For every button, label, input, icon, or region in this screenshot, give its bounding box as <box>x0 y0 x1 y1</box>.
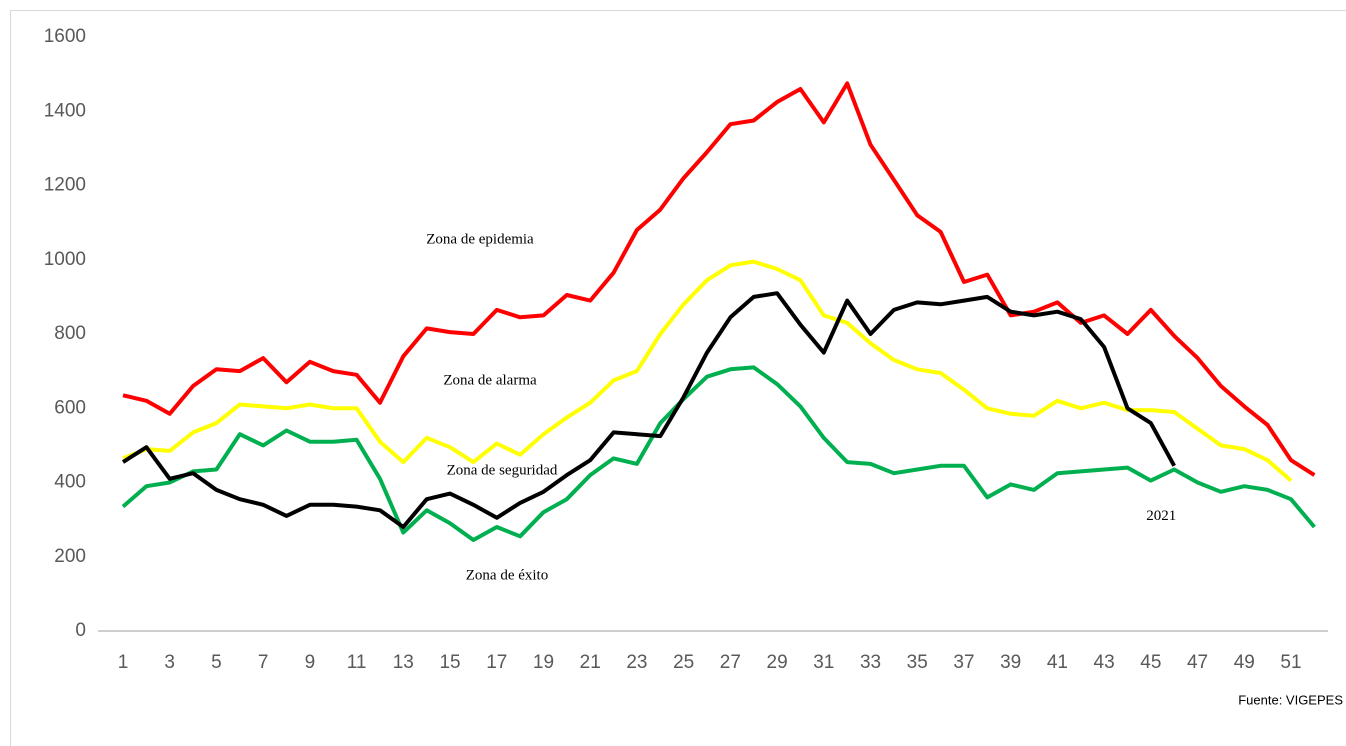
y-tick-label: 1200 <box>44 175 86 196</box>
x-tick-label: 7 <box>258 652 269 673</box>
x-tick-label: 25 <box>673 652 694 673</box>
x-tick-label: 27 <box>720 652 741 673</box>
series-line <box>122 259 1293 483</box>
x-tick-label: 3 <box>164 652 175 673</box>
x-tick-label: 47 <box>1187 652 1208 673</box>
chart-border <box>10 10 1346 746</box>
x-tick-label: 13 <box>393 652 414 673</box>
series-line <box>121 365 1316 542</box>
series-line <box>121 291 1176 529</box>
x-tick-label: 31 <box>813 652 834 673</box>
x-tick-label: 35 <box>907 652 928 673</box>
annotation: Zona de alarma <box>443 372 537 388</box>
y-tick-label: 800 <box>54 323 86 344</box>
x-tick-label: 33 <box>860 652 881 673</box>
x-tick-label: 23 <box>626 652 647 673</box>
x-tick-label: 39 <box>1000 652 1021 673</box>
x-tick-label: 5 <box>211 652 222 673</box>
annotation: Zona de epidemia <box>426 231 534 247</box>
x-tick-label: 21 <box>580 652 601 673</box>
x-tick-label: 19 <box>533 652 554 673</box>
x-tick-label: 9 <box>305 652 316 673</box>
x-tick-label: 17 <box>486 652 507 673</box>
y-tick-label: 0 <box>75 620 86 641</box>
source: Fuente: VIGEPES <box>1238 692 1343 707</box>
x-tick-label: 43 <box>1094 652 1115 673</box>
series-line <box>122 81 1316 477</box>
y-tick-label: 600 <box>54 397 86 418</box>
y-tick-label: 200 <box>54 546 86 567</box>
y-tick-label: 1600 <box>44 26 86 47</box>
x-tick-label: 15 <box>439 652 460 673</box>
x-tick-label: 45 <box>1140 652 1161 673</box>
x-tick-label: 29 <box>767 652 788 673</box>
y-tick-label: 1000 <box>44 249 86 270</box>
y-tick-label: 1400 <box>44 100 86 121</box>
annotation: Zona de seguridad <box>447 462 558 478</box>
series-label: 2021 <box>1146 508 1176 524</box>
y-tick-label: 400 <box>54 472 86 493</box>
x-tick-label: 51 <box>1280 652 1301 673</box>
x-tick-label: 41 <box>1047 652 1068 673</box>
x-tick-label: 49 <box>1234 652 1255 673</box>
x-tick-label: 37 <box>953 652 974 673</box>
annotation: Zona de éxito <box>466 567 548 583</box>
x-tick-label: 11 <box>347 652 367 673</box>
x-tick-label: 1 <box>118 652 129 673</box>
